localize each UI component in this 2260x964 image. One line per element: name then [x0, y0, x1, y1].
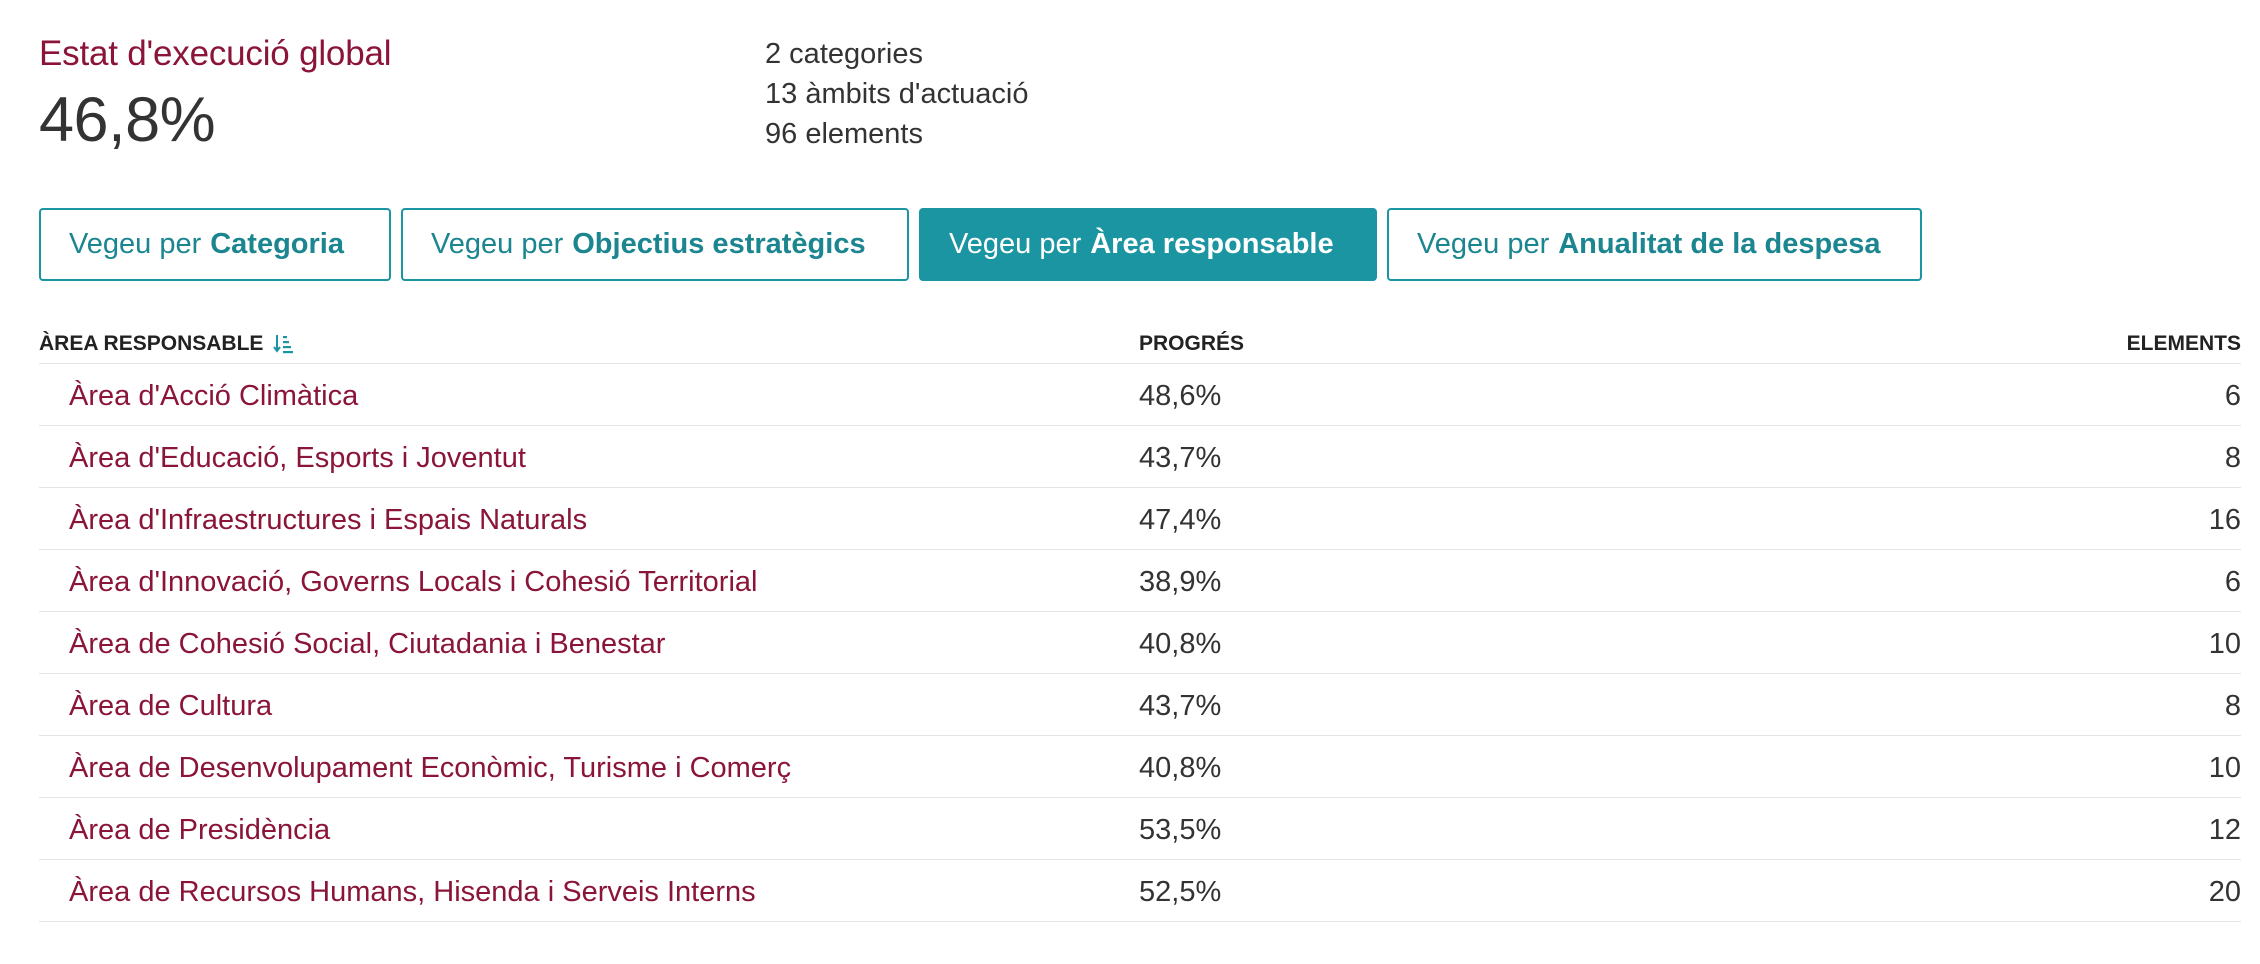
view-button-prefix: Vegeu per: [949, 228, 1082, 260]
progress-value: 40,8%: [1139, 752, 1222, 784]
progress-value: 47,4%: [1139, 504, 1222, 536]
view-button-label: Objectius estratègics: [572, 228, 866, 260]
view-by-strategic-objectives-button[interactable]: Vegeu per Objectius estratègics: [401, 208, 909, 281]
progress-value: 53,5%: [1139, 814, 1222, 846]
view-button-label: Categoria: [210, 228, 344, 260]
view-by-responsible-area-button[interactable]: Vegeu per Àrea responsable: [919, 208, 1377, 281]
stat-ambits: 13 àmbits d'actuació: [765, 78, 1029, 110]
area-link[interactable]: Àrea d'Acció Climàtica: [69, 380, 359, 412]
responsible-area-table: ÀREA RESPONSABLE PROGRÉS ELEMENTS Àrea d…: [39, 324, 2241, 922]
global-progress-value: 46,8%: [39, 85, 216, 155]
stat-categories: 2 categories: [765, 38, 923, 70]
progress-value: 43,7%: [1139, 442, 1222, 474]
area-link[interactable]: Àrea d'Innovació, Governs Locals i Cohes…: [69, 566, 758, 598]
progress-value: 48,6%: [1139, 380, 1222, 412]
sort-ascending-icon[interactable]: [273, 333, 295, 355]
stats-list: 2 categories 13 àmbits d'actuació 96 ele…: [765, 34, 1028, 154]
progress-value: 52,5%: [1139, 876, 1222, 908]
view-button-label: Anualitat de la despesa: [1558, 228, 1881, 260]
elements-count: 16: [2208, 504, 2241, 536]
table-row: Àrea de Cohesió Social, Ciutadania i Ben…: [39, 612, 2241, 674]
table-header: ÀREA RESPONSABLE PROGRÉS ELEMENTS: [39, 324, 2241, 364]
elements-count: 8: [2224, 690, 2241, 722]
table-row: Àrea d'Innovació, Governs Locals i Cohes…: [39, 550, 2241, 612]
column-header-area-label: ÀREA RESPONSABLE: [39, 332, 264, 355]
column-header-progress[interactable]: PROGRÉS: [1139, 332, 1245, 355]
table-row: Àrea de Desenvolupament Econòmic, Turism…: [39, 736, 2241, 798]
view-button-prefix: Vegeu per: [69, 228, 202, 260]
view-button-label: Àrea responsable: [1090, 228, 1334, 260]
global-execution-summary: Estat d'execució global 46,8%: [39, 30, 392, 158]
summary-title: Estat d'execució global: [39, 34, 392, 73]
elements-count: 8: [2224, 442, 2241, 474]
table-row: Àrea de Presidència 53,5% 12: [39, 798, 2241, 860]
column-header-elements[interactable]: ELEMENTS: [2126, 332, 2241, 355]
area-link[interactable]: Àrea de Desenvolupament Econòmic, Turism…: [69, 752, 792, 784]
elements-count: 10: [2208, 752, 2241, 784]
table-row: Àrea de Recursos Humans, Hisenda i Serve…: [39, 860, 2241, 922]
area-link[interactable]: Àrea de Cohesió Social, Ciutadania i Ben…: [69, 628, 666, 660]
table-body: Àrea d'Acció Climàtica 48,6% 6 Àrea d'Educa…: [39, 364, 2241, 922]
table-row: Àrea de Cultura 43,7% 8: [39, 674, 2241, 736]
view-button-prefix: Vegeu per: [1417, 228, 1550, 260]
view-button-prefix: Vegeu per: [431, 228, 564, 260]
view-by-category-button[interactable]: Vegeu per Categoria: [39, 208, 391, 281]
progress-value: 43,7%: [1139, 690, 1222, 722]
elements-count: 12: [2208, 814, 2241, 846]
elements-count: 6: [2224, 380, 2241, 412]
elements-count: 10: [2208, 628, 2241, 660]
view-selector: Vegeu per Categoria Vegeu per Objectius es…: [39, 208, 1932, 281]
progress-value: 40,8%: [1139, 628, 1222, 660]
area-link[interactable]: Àrea d'Educació, Esports i Joventut: [69, 442, 526, 474]
elements-count: 20: [2208, 876, 2241, 908]
table-row: Àrea d'Infraestructures i Espais Natural…: [39, 488, 2241, 550]
table-row: Àrea d'Educació, Esports i Joventut 43,7%…: [39, 426, 2241, 488]
area-link[interactable]: Àrea d'Infraestructures i Espais Natural…: [69, 504, 588, 536]
area-link[interactable]: Àrea de Cultura: [69, 690, 273, 722]
elements-count: 6: [2224, 566, 2241, 598]
table-row: Àrea d'Acció Climàtica 48,6% 6: [39, 364, 2241, 426]
area-link[interactable]: Àrea de Presidència: [69, 814, 331, 846]
area-link[interactable]: Àrea de Recursos Humans, Hisenda i Serve…: [69, 876, 756, 908]
column-header-area[interactable]: ÀREA RESPONSABLE: [39, 332, 295, 356]
view-by-expense-year-button[interactable]: Vegeu per Anualitat de la despesa: [1387, 208, 1922, 281]
progress-value: 38,9%: [1139, 566, 1222, 598]
stat-elements: 96 elements: [765, 118, 923, 150]
